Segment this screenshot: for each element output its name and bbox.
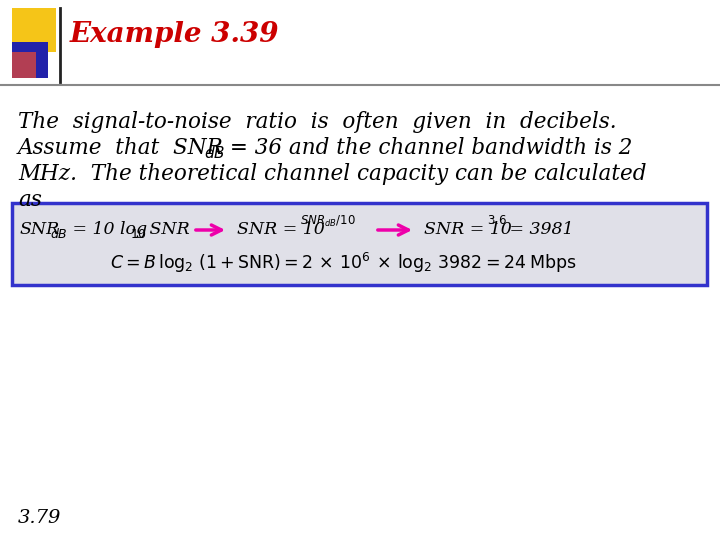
- Text: The  signal-to-noise  ratio  is  often  given  in  decibels.: The signal-to-noise ratio is often given…: [18, 111, 616, 133]
- Text: $\mathit{dB}$: $\mathit{dB}$: [50, 227, 68, 241]
- Text: Example 3.39: Example 3.39: [70, 22, 279, 49]
- Text: = 36 and the channel bandwidth is 2: = 36 and the channel bandwidth is 2: [223, 137, 632, 159]
- Text: $\mathit{3.6}$: $\mathit{3.6}$: [487, 214, 507, 227]
- Text: 3.79: 3.79: [18, 509, 61, 527]
- Text: SNR: SNR: [20, 221, 60, 239]
- Text: $C = B\,\log_2\,(1+\mathrm{SNR}) = 2\,\times\,10^6\,\times\,\log_2\,3982 = 24\;\: $C = B\,\log_2\,(1+\mathrm{SNR}) = 2\,\t…: [110, 251, 577, 275]
- Bar: [12, 8, 56, 52]
- Text: SNR = 10: SNR = 10: [424, 221, 512, 239]
- Text: SNR = 10: SNR = 10: [237, 221, 325, 239]
- Text: SNR: SNR: [144, 221, 190, 239]
- Text: as: as: [18, 189, 42, 211]
- Text: MHz.  The theoretical channel capacity can be calculated: MHz. The theoretical channel capacity ca…: [18, 163, 647, 185]
- Text: = 3981: = 3981: [504, 221, 574, 239]
- Text: = 10 log: = 10 log: [67, 221, 147, 239]
- Text: $10$: $10$: [130, 227, 147, 240]
- FancyBboxPatch shape: [12, 203, 707, 285]
- Text: $\mathit{SNR_{dB}/10}$: $\mathit{SNR_{dB}/10}$: [300, 213, 356, 228]
- Text: $\mathit{dB}$: $\mathit{dB}$: [204, 145, 225, 161]
- Bar: [12, 52, 36, 78]
- Text: Assume  that  SNR: Assume that SNR: [18, 137, 224, 159]
- Bar: [12, 42, 48, 78]
